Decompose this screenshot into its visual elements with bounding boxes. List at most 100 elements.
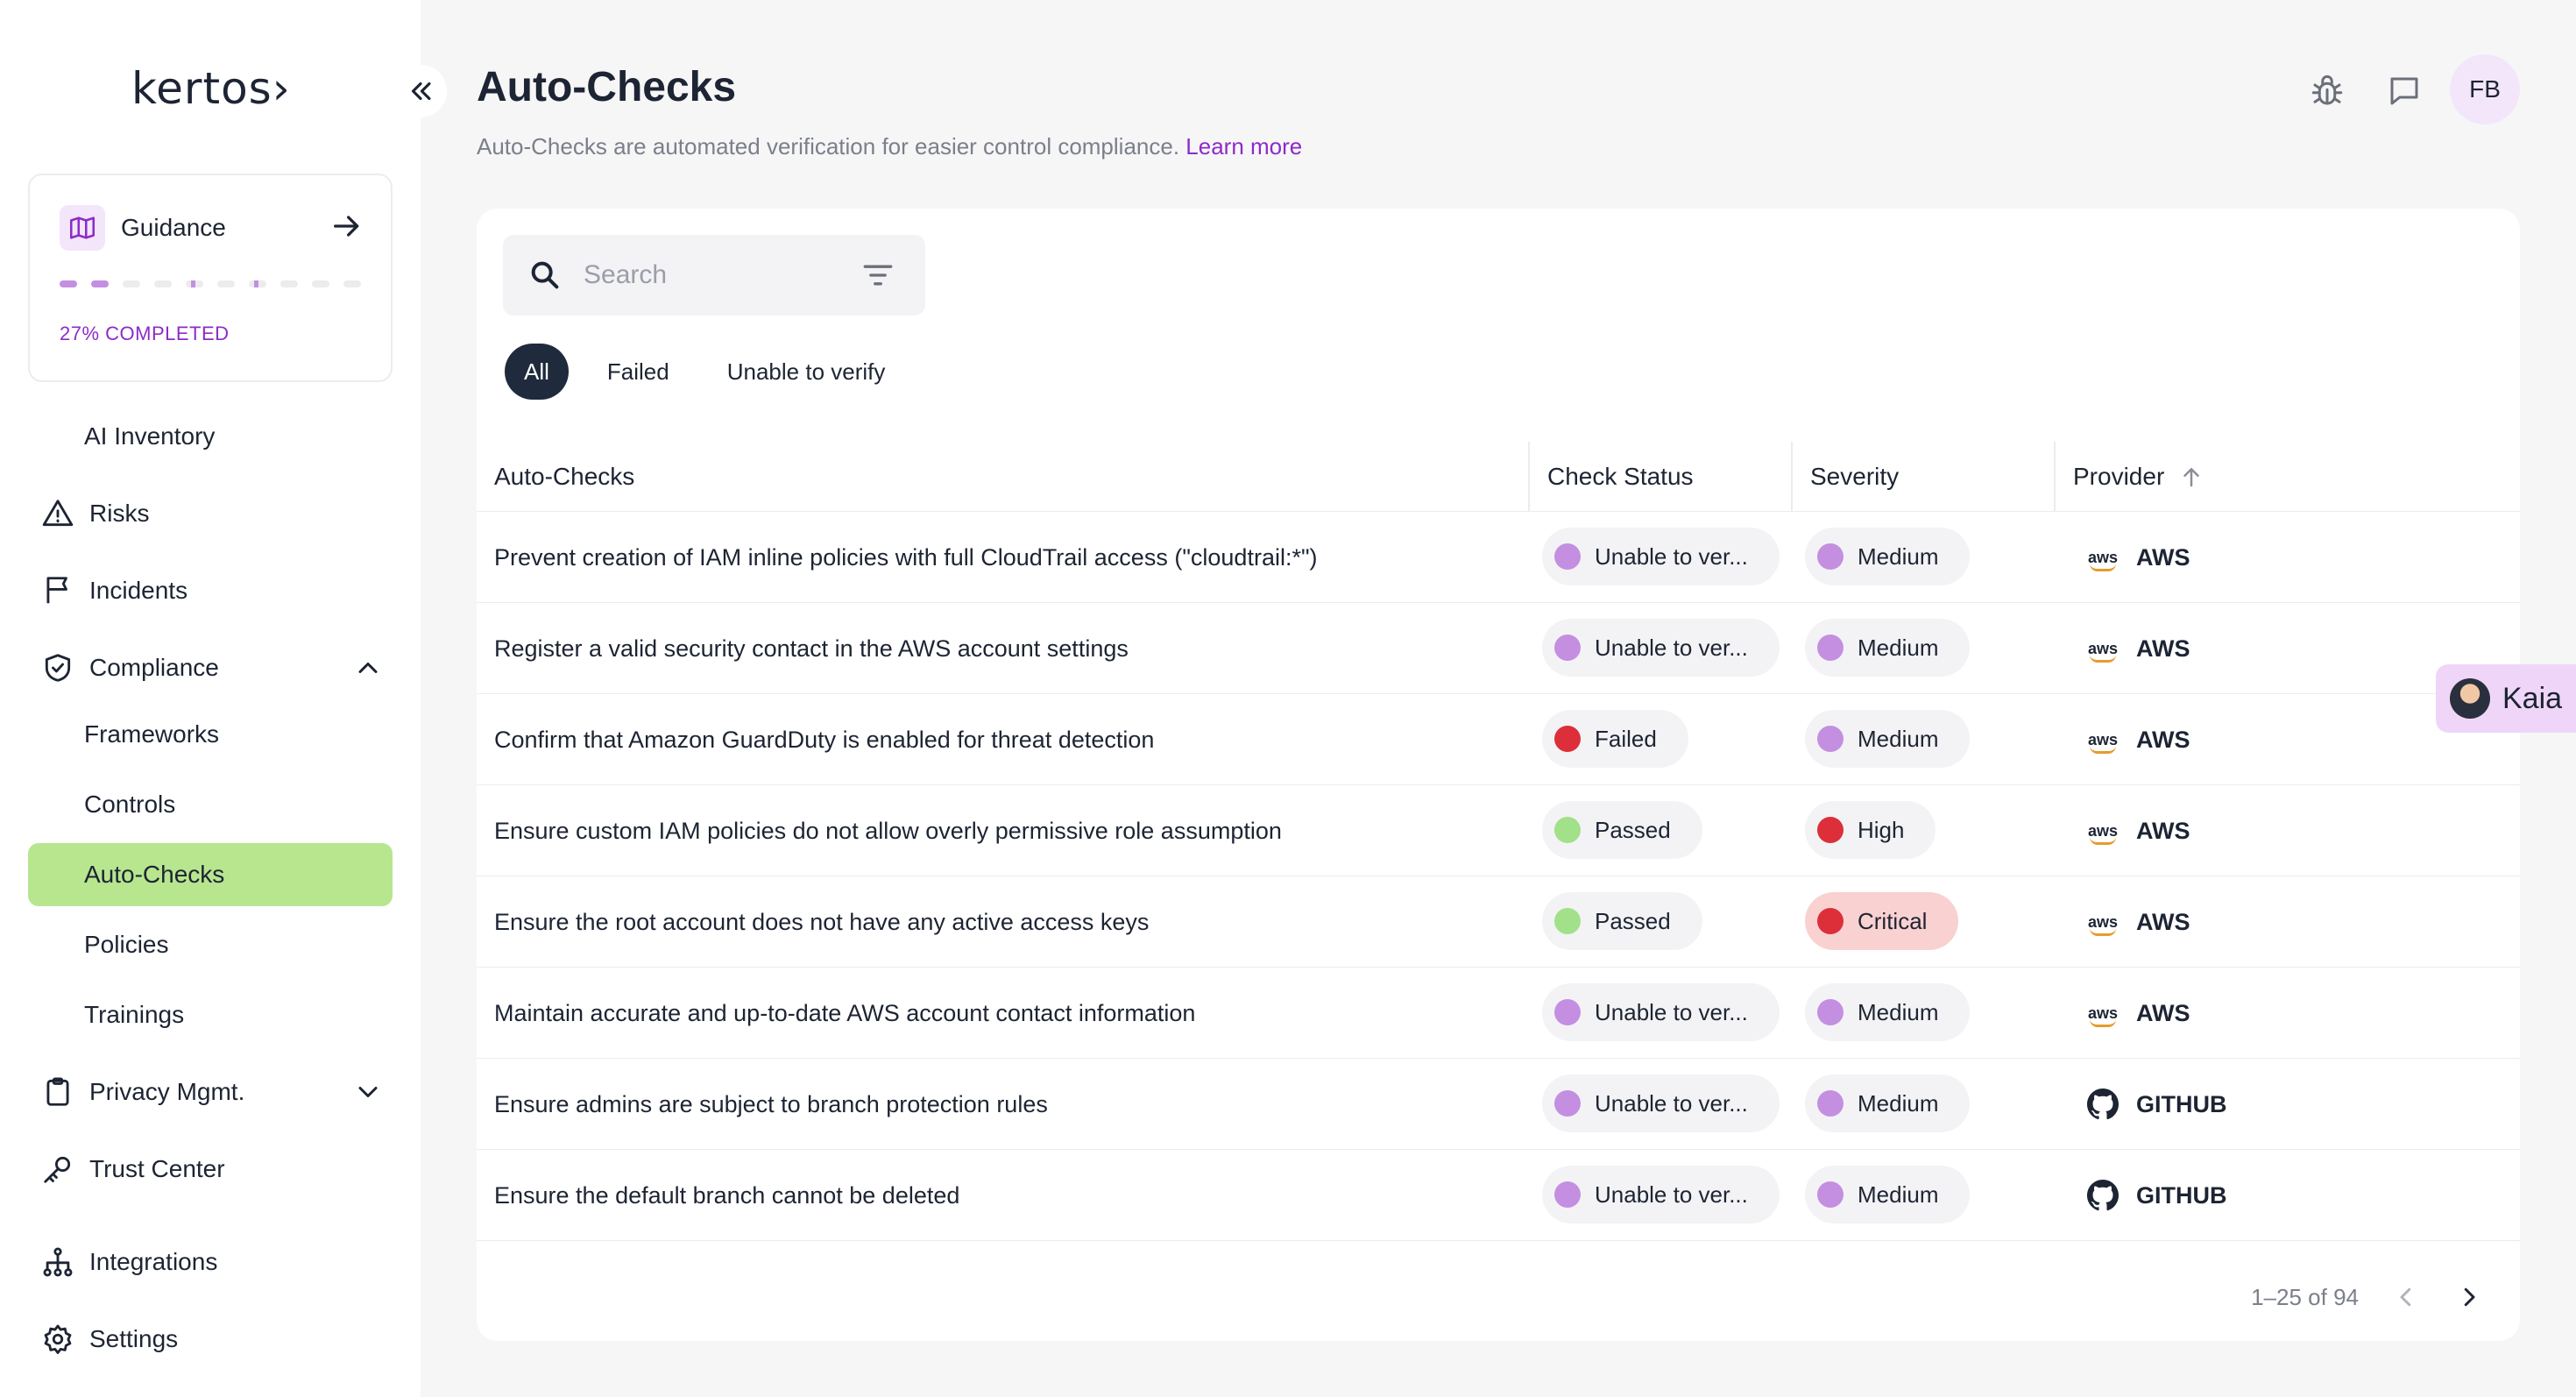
tab-failed[interactable]: Failed (606, 358, 669, 385)
provider-cell: aws AWS (2085, 968, 2190, 1059)
sidebar-item-label: Incidents (89, 577, 188, 604)
table-row[interactable]: Ensure admins are subject to branch prot… (477, 1059, 2520, 1150)
sidebar-item-ai-inventory[interactable]: AI Inventory (28, 405, 393, 468)
check-status-label: Passed (1595, 907, 1671, 934)
kaia-avatar (2450, 678, 2490, 719)
check-status-label: Passed (1595, 816, 1671, 843)
table-row[interactable]: Maintain accurate and up-to-date AWS acc… (477, 968, 2520, 1059)
sidebar-item-label: Trust Center (89, 1155, 225, 1182)
double-chevron-left-icon (411, 82, 431, 101)
chat-icon[interactable] (2381, 68, 2427, 114)
sidebar-item-trust-center[interactable]: Trust Center (28, 1138, 393, 1201)
user-avatar[interactable]: FB (2450, 54, 2520, 124)
table-row[interactable]: Register a valid security contact in the… (477, 603, 2520, 694)
chevron-up-icon[interactable] (352, 652, 384, 684)
sidebar-item-risks[interactable]: Risks (28, 482, 393, 545)
severity-badge: Medium (1805, 1074, 1971, 1132)
key-icon (39, 1150, 77, 1188)
auto-check-name[interactable]: Maintain accurate and up-to-date AWS acc… (494, 999, 1196, 1026)
table-row[interactable]: Ensure the default branch cannot be dele… (477, 1150, 2520, 1241)
chevron-right-icon[interactable] (2453, 1281, 2485, 1313)
sidebar-item-integrations[interactable]: Integrations (28, 1230, 393, 1294)
provider-label: AWS (2136, 817, 2190, 844)
sidebar-item-label: Privacy Mgmt. (89, 1078, 245, 1105)
severity-badge: Critical (1805, 892, 1959, 950)
guidance-card[interactable]: Guidance 27% COMPLETED (28, 174, 393, 382)
severity-badge: Medium (1805, 619, 1971, 677)
check-status-label: Unable to ver... (1595, 1181, 1748, 1208)
check-status-badge: Unable to ver... (1542, 619, 1780, 677)
table-row[interactable]: Confirm that Amazon GuardDuty is enabled… (477, 694, 2520, 785)
column-header-auto-checks[interactable]: Auto-Checks (494, 463, 635, 490)
check-status-badge: Unable to ver... (1542, 528, 1780, 585)
tab-unable-to-verify[interactable]: Unable to verify (726, 358, 886, 385)
search-bar[interactable] (503, 235, 925, 316)
status-dot (1554, 726, 1581, 752)
sidebar-item-compliance[interactable]: Compliance (28, 636, 393, 699)
auto-check-name[interactable]: Register a valid security contact in the… (494, 635, 1129, 662)
hierarchy-icon (39, 1243, 77, 1281)
column-header-provider-label: Provider (2073, 463, 2165, 490)
status-dot (1554, 635, 1581, 661)
provider-cell: aws AWS (2085, 694, 2190, 785)
table-header: Auto-Checks Check Status Severity Provid… (477, 442, 2520, 512)
auto-check-name[interactable]: Ensure custom IAM policies do not allow … (494, 817, 1282, 844)
filter-icon[interactable] (860, 259, 895, 291)
column-header-severity[interactable]: Severity (1791, 442, 1899, 512)
sidebar-item-auto-checks[interactable]: Auto-Checks (28, 843, 393, 906)
tab-all[interactable]: All (505, 344, 569, 400)
page-title: Auto-Checks (477, 64, 737, 110)
github-icon (2085, 1087, 2120, 1122)
chevron-down-icon[interactable] (352, 1076, 384, 1108)
check-status-badge: Failed (1542, 710, 1688, 768)
provider-label: GITHUB (2136, 1181, 2227, 1209)
severity-label: Medium (1858, 1089, 1939, 1117)
column-header-check-status[interactable]: Check Status (1528, 442, 1694, 512)
search-input[interactable] (584, 256, 829, 294)
severity-label: Medium (1858, 1181, 1939, 1208)
severity-dot (1817, 999, 1844, 1025)
severity-label: Medium (1858, 725, 1939, 752)
auto-check-name[interactable]: Ensure admins are subject to branch prot… (494, 1090, 1048, 1117)
check-status-label: Unable to ver... (1595, 542, 1748, 570)
severity-badge: High (1805, 801, 1936, 859)
table-row[interactable]: Ensure the root account does not have an… (477, 876, 2520, 968)
kaia-assistant-button[interactable]: Kaia (2436, 664, 2576, 733)
table-row[interactable]: Ensure custom IAM policies do not allow … (477, 785, 2520, 876)
status-dot (1554, 999, 1581, 1025)
column-header-provider[interactable]: Provider (2054, 442, 2204, 512)
auto-check-name[interactable]: Confirm that Amazon GuardDuty is enabled… (494, 726, 1155, 753)
auto-check-name[interactable]: Prevent creation of IAM inline policies … (494, 543, 1318, 571)
sidebar-item-label: Trainings (84, 1001, 185, 1028)
provider-label: AWS (2136, 726, 2190, 753)
sidebar-item-incidents[interactable]: Incidents (28, 559, 393, 622)
chevron-left-icon[interactable] (2390, 1281, 2422, 1313)
table-row[interactable]: Prevent creation of IAM inline policies … (477, 512, 2520, 603)
provider-cell: GITHUB (2085, 1059, 2227, 1150)
sidebar-item-trainings[interactable]: Trainings (28, 983, 393, 1046)
learn-more-link[interactable]: Learn more (1185, 133, 1303, 160)
sidebar-item-privacy-mgmt[interactable]: Privacy Mgmt. (28, 1060, 393, 1124)
arrow-right-icon[interactable] (329, 209, 364, 244)
guidance-progress-text: 27% COMPLETED (60, 323, 230, 344)
sidebar-item-controls[interactable]: Controls (28, 773, 393, 836)
shield-check-icon (39, 649, 77, 687)
page-subtitle: Auto-Checks are automated verification f… (477, 133, 1302, 160)
check-status-label: Unable to ver... (1595, 1089, 1748, 1117)
pagination: 1–25 of 94 (2251, 1281, 2485, 1313)
bug-icon[interactable] (2304, 68, 2350, 114)
provider-cell: GITHUB (2085, 1150, 2227, 1241)
sidebar-item-label: Integrations (89, 1248, 218, 1275)
kertos-logo[interactable]: kertos› (131, 63, 291, 114)
sidebar-item-frameworks[interactable]: Frameworks (28, 703, 393, 766)
sidebar-item-label: Policies (84, 931, 169, 958)
sidebar-item-policies[interactable]: Policies (28, 913, 393, 976)
auto-check-name[interactable]: Ensure the root account does not have an… (494, 908, 1150, 935)
page-subtitle-text: Auto-Checks are automated verification f… (477, 133, 1180, 160)
provider-label: AWS (2136, 635, 2190, 662)
sidebar-item-settings[interactable]: Settings (28, 1308, 393, 1371)
severity-dot (1817, 1090, 1844, 1117)
sidebar-item-label: Frameworks (84, 720, 220, 748)
collapse-sidebar-button[interactable] (394, 65, 447, 117)
auto-check-name[interactable]: Ensure the default branch cannot be dele… (494, 1181, 960, 1209)
